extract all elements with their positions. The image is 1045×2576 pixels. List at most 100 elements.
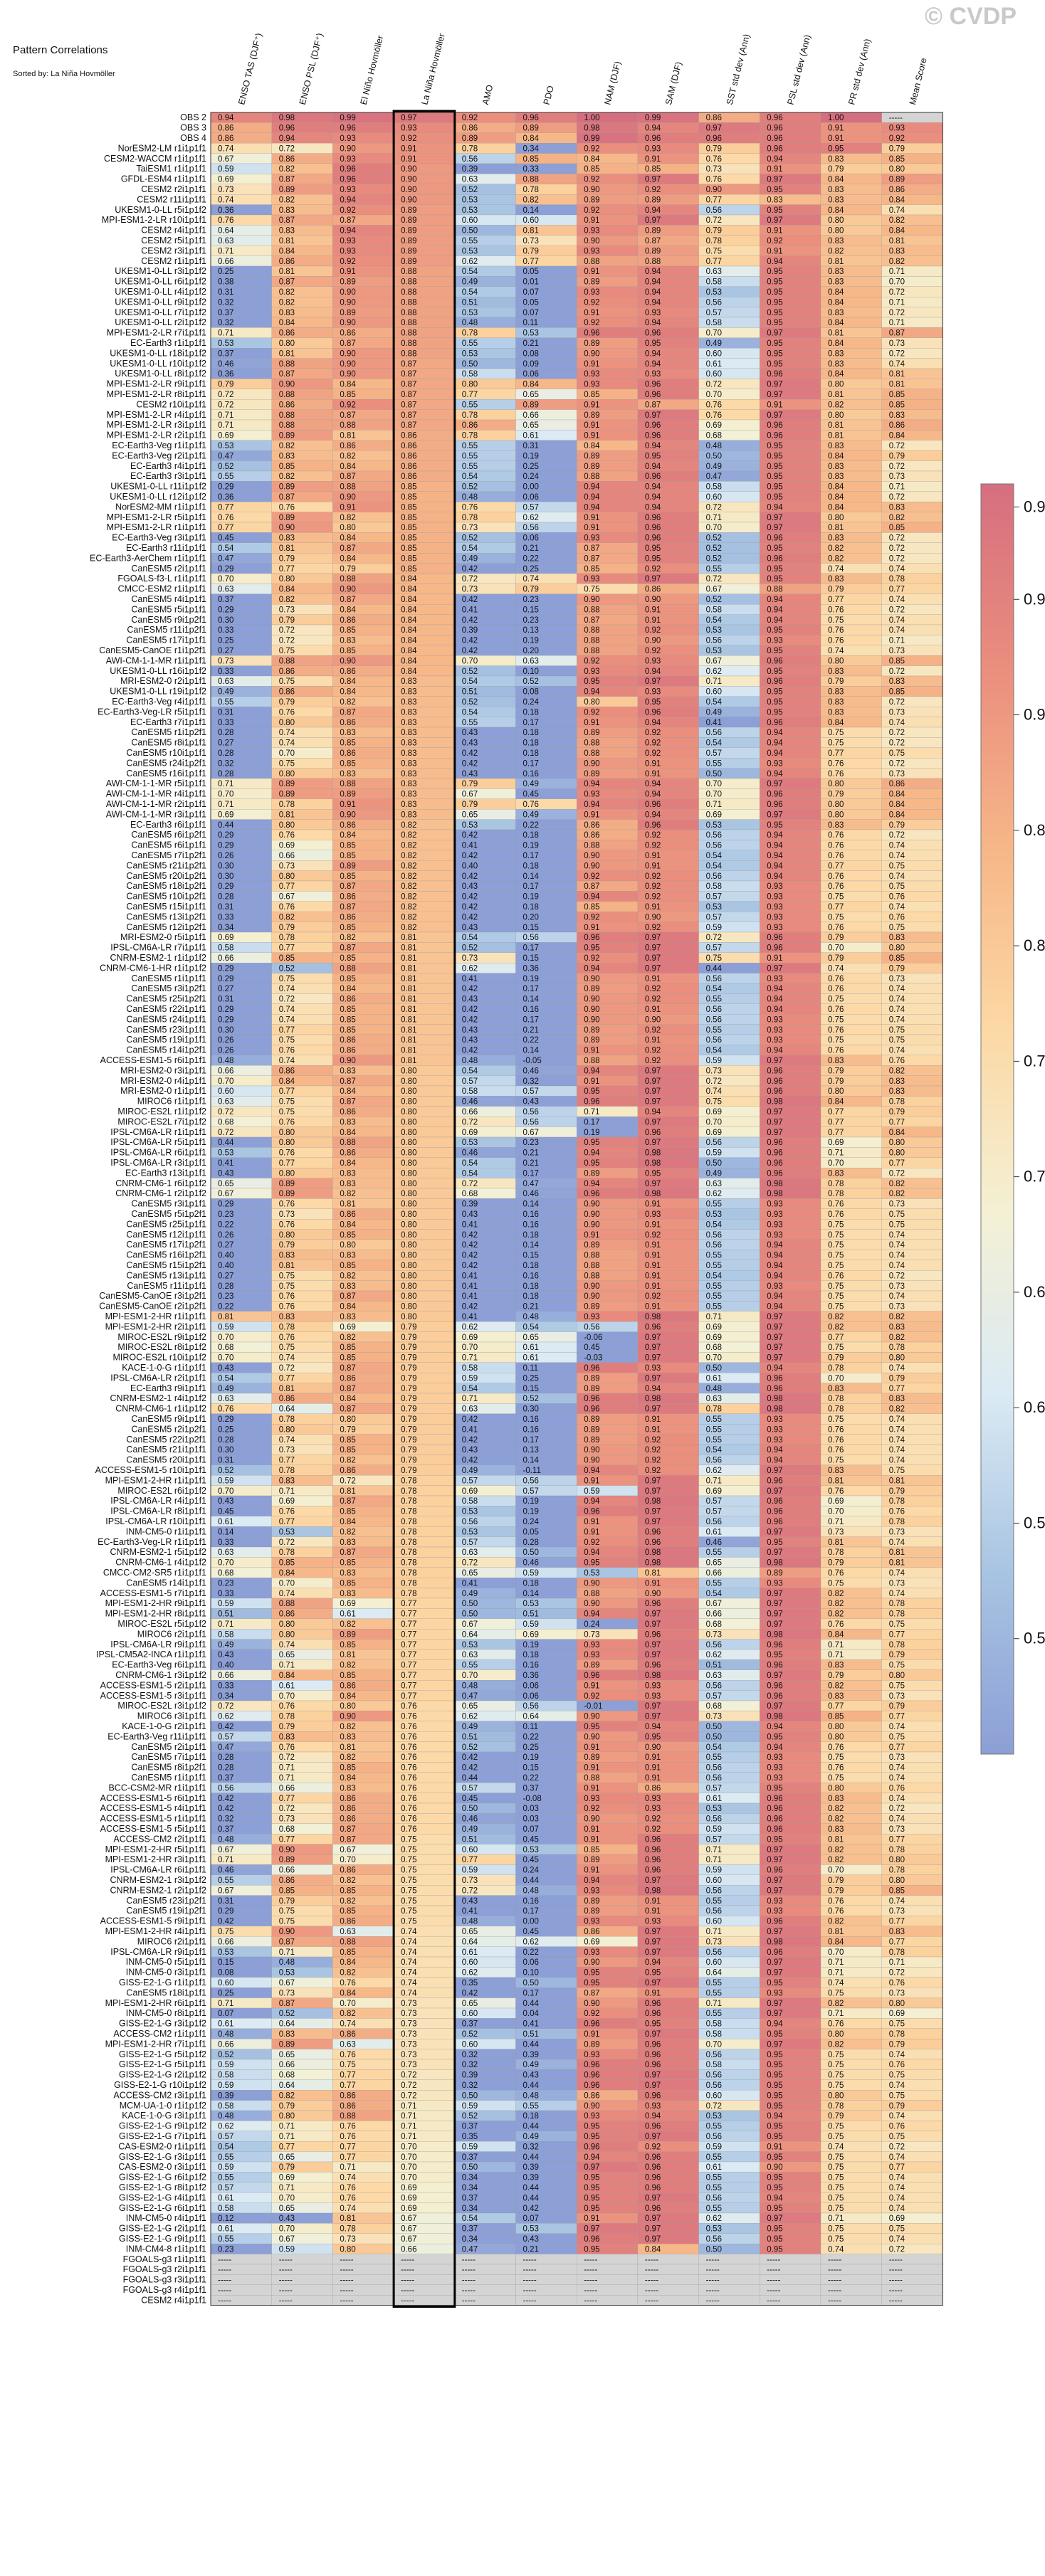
row-label: ACCESS-CM2 r1i1p1f1 bbox=[113, 2029, 206, 2039]
cell-value: 0.96 bbox=[767, 114, 782, 122]
cell-value: 0.56 bbox=[706, 831, 722, 840]
row-label: IPSL-CM6A-LR r10i1p1f1 bbox=[105, 1516, 206, 1526]
cell-value: 0.83 bbox=[828, 155, 844, 164]
cell-value: 0.89 bbox=[401, 227, 416, 236]
cell-value: 0.90 bbox=[645, 596, 661, 604]
cell-value: 0.91 bbox=[645, 1220, 661, 1229]
cell-value: 0.60 bbox=[706, 688, 722, 697]
row-label: CanESM5 r19i1p1f1 bbox=[126, 1035, 206, 1045]
row-label: MPI-ESM1-2-HR r9i1p1f1 bbox=[105, 1598, 206, 1608]
cell-value: 0.77 bbox=[279, 882, 295, 891]
cell-value: 0.84 bbox=[340, 677, 356, 686]
cell-value: 0.82 bbox=[401, 882, 416, 891]
cell-value: 0.75 bbox=[828, 1344, 844, 1352]
cell-value: 0.26 bbox=[218, 1231, 233, 1240]
cell-value: 0.54 bbox=[706, 862, 723, 870]
cell-value: -0.03 bbox=[584, 1354, 602, 1363]
cell-value: 0.93 bbox=[645, 1918, 661, 1926]
cell-value: 0.75 bbox=[828, 1241, 844, 1250]
cell-value: 0.92 bbox=[584, 176, 599, 184]
cell-value: 0.43 bbox=[462, 1210, 478, 1219]
cell-value: 0.76 bbox=[401, 1723, 416, 1731]
cell-value: 0.95 bbox=[767, 360, 782, 369]
cell-value: 0.84 bbox=[828, 298, 844, 307]
cell-value: 0.84 bbox=[584, 442, 600, 450]
cell-value: 0.85 bbox=[584, 1846, 599, 1854]
cell-value: 0.79 bbox=[828, 934, 844, 942]
cell-value: 0.60 bbox=[218, 1087, 233, 1096]
row-label: UKESM1-0-LL r12i1p1f2 bbox=[110, 492, 206, 502]
cell-value: 0.72 bbox=[218, 391, 233, 399]
row-label: ACCESS-ESM1-5 r7i1p1f1 bbox=[100, 1588, 206, 1598]
cell-value: 0.81 bbox=[401, 964, 416, 973]
cell-value: 0.55 bbox=[462, 452, 478, 460]
cell-value: 0.60 bbox=[523, 216, 539, 225]
cell-value: 0.92 bbox=[645, 996, 661, 1004]
cell-value: 0.55 bbox=[218, 473, 233, 481]
cell-value: 0.79 bbox=[279, 2102, 295, 2111]
cell-value: 0.72 bbox=[279, 996, 295, 1004]
cell-value: 0.19 bbox=[523, 893, 539, 902]
cell-value: 0.94 bbox=[767, 739, 783, 748]
cell-value: 0.80 bbox=[401, 1303, 416, 1311]
cell-value: 0.97 bbox=[645, 954, 661, 963]
cell-value: 0.63 bbox=[706, 1395, 722, 1403]
row-label: CanESM5 r21i1p1f1 bbox=[126, 1445, 206, 1455]
row-label: EC-Earth3 r3i1p1f1 bbox=[130, 471, 206, 481]
cell-value: 0.56 bbox=[706, 1005, 722, 1014]
cell-value: 0.35 bbox=[462, 2133, 478, 2141]
cell-value: 0.76 bbox=[340, 2123, 355, 2131]
cell-value: 0.71 bbox=[828, 2010, 844, 2018]
row-label: MIROC-ES2L r6i1p1f2 bbox=[117, 1486, 206, 1496]
cell-value: 0.98 bbox=[767, 1395, 782, 1403]
cell-value: 0.74 bbox=[889, 1231, 905, 1240]
cell-value: 0.73 bbox=[279, 862, 295, 870]
cell-value: 0.96 bbox=[584, 1672, 599, 1680]
cell-value: 0.77 bbox=[279, 1026, 295, 1035]
cell-value: 0.75 bbox=[828, 2081, 844, 2090]
cell-value: 0.80 bbox=[401, 1272, 416, 1280]
cell-value: 0.91 bbox=[340, 801, 355, 809]
cell-value: 0.56 bbox=[706, 975, 722, 983]
cell-value: 0.80 bbox=[828, 1723, 844, 1731]
cell-value: 0.78 bbox=[828, 1395, 844, 1403]
cell-value: 0.86 bbox=[340, 1108, 355, 1117]
cell-value: 0.83 bbox=[828, 1169, 844, 1178]
cell-value: 0.24 bbox=[523, 698, 540, 707]
cell-value: 0.95 bbox=[767, 2051, 782, 2059]
cell-value: 0.91 bbox=[584, 514, 599, 522]
cell-value: 0.42 bbox=[462, 1231, 478, 1240]
cell-value: 0.53 bbox=[279, 1528, 295, 1536]
cell-value: 0.97 bbox=[645, 1087, 661, 1096]
cell-value: 0.66 bbox=[218, 1938, 233, 1946]
cell-value: 0.72 bbox=[889, 739, 905, 748]
cell-value: 0.85 bbox=[340, 924, 355, 932]
row-label: MPI-ESM1-2-HR r6i1p1f1 bbox=[105, 1998, 206, 2008]
cell-value: 0.78 bbox=[279, 1713, 295, 1721]
cell-value: 0.81 bbox=[401, 1047, 416, 1055]
cell-value: 0.66 bbox=[279, 852, 295, 860]
cell-value: 0.83 bbox=[401, 770, 416, 778]
row-label: GISS-E2-1-G r2i1p1f2 bbox=[119, 2070, 206, 2080]
cell-value: 0.55 bbox=[706, 1548, 722, 1557]
cell-value: 0.92 bbox=[645, 1026, 661, 1035]
cell-value: 0.73 bbox=[706, 1067, 722, 1075]
cell-value: 0.96 bbox=[584, 329, 599, 338]
cell-value: 0.93 bbox=[767, 1425, 782, 1434]
cell-value: 0.93 bbox=[767, 903, 782, 912]
cell-value: 0.98 bbox=[279, 114, 295, 122]
cell-value: 0.93 bbox=[767, 1210, 782, 1219]
cell-value: 0.95 bbox=[767, 2081, 782, 2090]
cell-value: 0.79 bbox=[828, 677, 844, 686]
cell-value: 0.89 bbox=[645, 227, 661, 236]
cell-value: 0.49 bbox=[218, 688, 233, 697]
row-label: MPI-ESM1-2-HR r3i1p1f1 bbox=[105, 1854, 206, 1864]
cell-value: 0.45 bbox=[523, 1856, 539, 1864]
cell-value: 0.22 bbox=[523, 821, 539, 830]
cell-value: 0.51 bbox=[218, 1610, 233, 1619]
cell-value: 0.79 bbox=[523, 247, 539, 255]
cell-value: 0.89 bbox=[584, 1026, 599, 1035]
cell-value: 0.97 bbox=[767, 2040, 782, 2049]
cell-value: 0.03 bbox=[523, 1815, 539, 1824]
cell-value: 1.00 bbox=[584, 114, 599, 122]
